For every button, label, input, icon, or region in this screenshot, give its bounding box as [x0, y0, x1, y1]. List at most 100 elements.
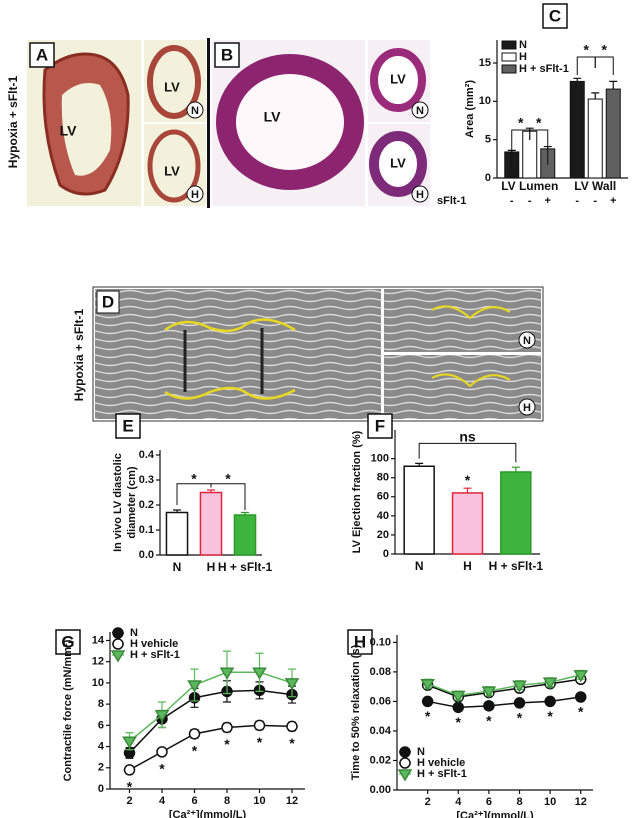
point	[575, 691, 587, 703]
panel-label-box	[347, 629, 373, 655]
x-axis-label: [Ca²⁺](mmol/L)	[456, 810, 534, 818]
heart-section	[147, 129, 201, 203]
image-tag: N	[523, 335, 531, 347]
separator	[207, 38, 210, 208]
tag-circle	[186, 185, 204, 203]
y-tick-label: 0.08	[370, 666, 391, 678]
y-tick-label: 0.0	[139, 549, 154, 561]
point	[156, 746, 168, 758]
point	[512, 680, 527, 693]
annotation: *	[486, 713, 492, 729]
annotation: *	[517, 710, 523, 726]
annotation: *	[225, 471, 231, 487]
point	[421, 695, 434, 708]
error-bar	[463, 487, 472, 493]
panel-a: Hypoxia + sFlt-1 A LV LV N LV H	[6, 40, 206, 206]
x-tick-label: H	[463, 559, 472, 573]
y-tick-label: 14	[92, 634, 105, 646]
error-bar	[173, 509, 181, 513]
echo-image	[95, 289, 381, 419]
bracket	[576, 56, 596, 75]
tag-circle	[411, 185, 429, 203]
image-tag: H	[523, 402, 531, 414]
x-axis-label: [Ca²⁺](mmol/L)	[169, 809, 247, 818]
legend-swatch	[501, 40, 517, 50]
annotation: *	[536, 115, 542, 131]
bar	[165, 511, 189, 556]
annotation: *	[192, 743, 198, 759]
x-tick-label: 2	[126, 795, 132, 807]
point	[188, 728, 201, 740]
trace	[431, 305, 511, 320]
y-axis-label: Contractile force (mN/mm²)	[62, 639, 74, 781]
panel-label-box	[367, 413, 393, 439]
x-tick-label: H	[207, 560, 216, 574]
y-tick-label: 0	[485, 172, 491, 184]
point	[286, 720, 298, 733]
x-tick-label: LV Wall	[574, 179, 616, 193]
y-tick-label: 0.04	[370, 725, 392, 737]
y-axis-label: Area (mm²)	[464, 80, 476, 138]
annotation: *	[518, 115, 524, 131]
row-sign: -	[528, 195, 532, 207]
side-label: Hypoxia + sFlt-1	[72, 309, 86, 402]
annotation: *	[465, 472, 471, 488]
y-axis-label: LV Ejection fraction (%)	[351, 430, 363, 553]
annotation: *	[191, 471, 197, 487]
annotation: *	[547, 708, 553, 724]
panel-label: A	[36, 45, 48, 64]
y-tick-label: 0.2	[139, 499, 154, 511]
panel-label-box	[115, 413, 141, 439]
y-tick-label: 6	[98, 719, 104, 731]
panel-label-box	[542, 3, 568, 29]
panel-label-box	[55, 629, 81, 655]
error-bar	[573, 77, 582, 82]
point	[544, 695, 556, 708]
legend-label: H vehicle	[130, 638, 178, 650]
point	[420, 678, 435, 692]
point	[542, 677, 558, 690]
y-tick-label: 0.10	[370, 636, 391, 648]
legend-marker	[112, 638, 124, 650]
side-label: Hypoxia + sFlt-1	[6, 76, 20, 169]
bracket	[418, 442, 517, 463]
annotation: *	[289, 735, 295, 751]
x-tick-label: LV Lumen	[501, 179, 558, 193]
y-tick-label: 0.02	[370, 754, 391, 766]
row-sign: +	[545, 195, 551, 207]
y-tick-label: 0.06	[370, 695, 391, 707]
image-label: LV	[60, 123, 78, 139]
bracket	[529, 129, 549, 165]
bar	[605, 88, 621, 179]
heart-section	[216, 54, 364, 190]
y-tick-label: 2	[98, 762, 104, 774]
annotation: *	[456, 714, 462, 730]
bar	[569, 80, 585, 179]
point	[221, 721, 233, 734]
x-tick-label: 8	[224, 795, 230, 807]
x-tick-label: 8	[516, 796, 522, 808]
error-bar	[223, 650, 231, 695]
row-label: sFlt-1	[437, 195, 466, 207]
error-bar	[255, 652, 264, 693]
y-tick-label: 80	[377, 472, 389, 484]
echo-image	[384, 289, 541, 352]
series-line	[427, 674, 581, 697]
annotation: *	[602, 42, 608, 58]
legend-marker	[110, 650, 126, 663]
error-bar	[609, 80, 618, 90]
annotation: ns	[459, 428, 476, 444]
point	[123, 764, 136, 776]
x-tick-label: H + sFlt-1	[489, 559, 544, 573]
tag-circle	[518, 398, 536, 416]
bracket	[210, 483, 246, 510]
bar	[587, 98, 603, 179]
image-tag: H	[191, 189, 199, 201]
trace	[164, 386, 296, 400]
row-sign: -	[575, 195, 579, 207]
legend-marker	[399, 757, 411, 769]
y-tick-label: 20	[377, 529, 389, 541]
panel-d: Hypoxia + sFlt-1 D N H	[72, 286, 544, 422]
panel-label: C	[549, 6, 561, 25]
